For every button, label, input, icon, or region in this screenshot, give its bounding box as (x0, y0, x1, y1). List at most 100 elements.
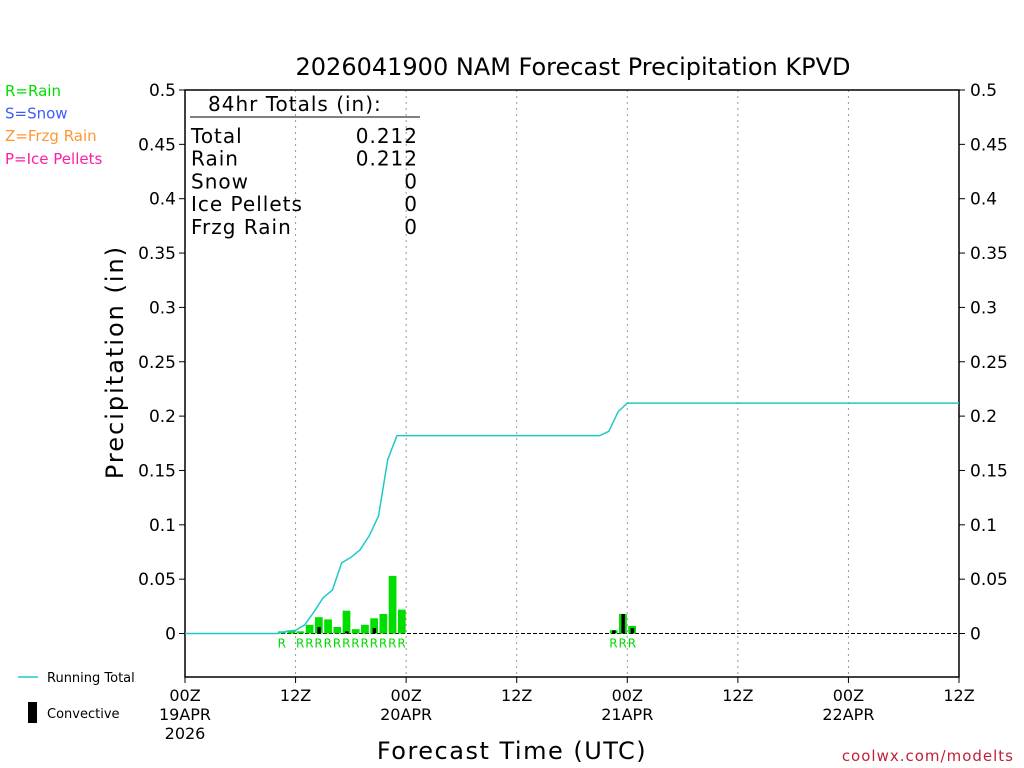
y-tick-label-right-6: 0.3 (970, 298, 997, 318)
precip-bar-5 (324, 619, 332, 634)
precip-type-legend: R=Rain S=Snow Z=Frzg Rain P=Ice Pellets (5, 82, 102, 168)
y-axis-left: 0 0.05 0.1 0.15 0.2 0.25 0.3 0.35 0.4 0.45 0.5 (138, 81, 185, 645)
series-legend: Running Total Convective (18, 671, 135, 723)
precip-bar-1 (287, 630, 296, 634)
totals-heading: 84hr Totals (in): (208, 92, 382, 116)
precip-type-label-13: R (609, 637, 617, 651)
convective-bar-15 (621, 613, 625, 634)
precip-bar-6 (333, 626, 342, 634)
x-tick-label-2: 00Z (390, 686, 421, 705)
x-tick-label-0: 00Z (169, 686, 200, 705)
precip-type-label-15: R (628, 637, 636, 651)
precip-type-label-1: R (296, 637, 304, 651)
y-tick-label-right-0: 0 (970, 625, 981, 645)
precip-bar-12 (388, 575, 397, 634)
y-tick-label-left-3: 0.15 (138, 461, 176, 481)
totals-value-1: 0.212 (356, 147, 418, 171)
precip-type-label-3: R (314, 637, 322, 651)
y-tick-label-right-1: 0.05 (970, 570, 1008, 590)
y-tick-label-right-7: 0.35 (970, 244, 1008, 264)
totals-label-4: Frzg Rain (191, 215, 292, 239)
precip-type-label-8: R (361, 637, 369, 651)
x-tick-label-1: 12Z (280, 686, 311, 705)
precip-type-label-7: R (351, 637, 359, 651)
x-axis-label: Forecast Time (UTC) (377, 737, 647, 765)
totals-value-2: 0 (404, 169, 418, 193)
type-legend-item-1: S=Snow (5, 105, 68, 123)
x-tick-date-2: 20APR (380, 705, 432, 724)
y-axis-label: Precipitation (in) (101, 245, 129, 479)
x-tick-label-3: 12Z (501, 686, 532, 705)
totals-label-1: Rain (191, 147, 239, 171)
chart-title: 2026041900 NAM Forecast Precipitation KP… (296, 53, 851, 81)
totals-label-3: Ice Pellets (191, 192, 303, 216)
y-tick-label-left-1: 0.05 (138, 570, 176, 590)
x-tick-label-7: 12Z (943, 686, 974, 705)
precip-bar-9 (361, 624, 369, 634)
totals-label-2: Snow (191, 169, 249, 193)
precip-bar-4 (315, 617, 323, 634)
precip-type-label-4: R (324, 637, 332, 651)
y-tick-label-left-5: 0.25 (138, 353, 176, 373)
precip-type-label-6: R (342, 637, 350, 651)
precip-type-label-12: R (397, 637, 405, 651)
y-tick-label-left-8: 0.4 (149, 190, 176, 210)
y-tick-label-right-8: 0.4 (970, 190, 997, 210)
credit-text: coolwx.com/modelts (842, 747, 1014, 765)
precip-bar-10 (370, 618, 378, 634)
type-legend-item-3: P=Ice Pellets (5, 150, 102, 168)
x-tick-label-6: 00Z (833, 686, 864, 705)
y-tick-label-right-10: 0.5 (970, 81, 997, 101)
x-tick-year-0: 2026 (165, 724, 206, 743)
plot-frame (184, 89, 960, 678)
type-legend-item-0: R=Rain (5, 82, 61, 100)
precip-type-label-14: R (619, 637, 627, 651)
precip-bar-11 (379, 613, 388, 634)
x-tick-date-4: 21APR (601, 705, 653, 724)
y-tick-label-right-4: 0.2 (970, 407, 997, 427)
precip-bar-8 (351, 629, 360, 634)
running-total-legend-label: Running Total (47, 671, 135, 686)
convective-bar-14 (612, 630, 616, 634)
x-tick-label-5: 12Z (722, 686, 753, 705)
x-tick-date-6: 22APR (822, 705, 874, 724)
convective-bars (317, 613, 635, 634)
convective-bar-7 (345, 631, 349, 634)
precip-type-label-11: R (388, 637, 396, 651)
y-tick-label-right-2: 0.1 (970, 516, 997, 536)
precip-bar-13 (397, 609, 406, 634)
convective-bar-10 (372, 628, 377, 634)
totals-value-0: 0.212 (356, 124, 418, 148)
y-tick-label-left-0: 0 (165, 625, 176, 645)
x-tick-label-4: 00Z (612, 686, 643, 705)
y-tick-label-right-5: 0.25 (970, 353, 1008, 373)
totals-box: 84hr Totals (in): Total 0.212 Rain 0.212 Sno… (190, 92, 420, 239)
y-tick-label-left-9: 0.45 (138, 135, 176, 155)
totals-value-3: 0 (404, 192, 418, 216)
type-legend-item-2: Z=Frzg Rain (5, 127, 97, 145)
x-tick-date-0: 19APR (159, 705, 211, 724)
y-tick-label-left-7: 0.35 (138, 244, 176, 264)
convective-bar-16 (630, 628, 635, 634)
precip-bars (278, 575, 636, 634)
y-tick-label-right-9: 0.45 (970, 135, 1008, 155)
convective-legend-label: Convective (47, 707, 120, 722)
y-axis-right: 0 0.05 0.1 0.15 0.2 0.25 0.3 0.35 0.4 0.45 0.5 (959, 81, 1008, 645)
running-total-line (185, 402, 959, 635)
convective-legend-swatch (28, 702, 37, 723)
convective-bar-4 (317, 626, 321, 634)
y-tick-label-right-3: 0.15 (970, 461, 1008, 481)
precip-type-label-9: R (370, 637, 378, 651)
totals-label-0: Total (190, 124, 243, 148)
y-tick-label-left-2: 0.1 (149, 516, 176, 536)
y-tick-label-left-4: 0.2 (149, 407, 176, 427)
precip-bar-3 (305, 624, 314, 634)
precip-bar-2 (296, 631, 305, 634)
precip-type-label-2: R (305, 637, 313, 651)
y-tick-label-left-6: 0.3 (149, 298, 176, 318)
y-tick-label-left-10: 0.5 (149, 81, 176, 101)
precip-type-label-10: R (379, 637, 387, 651)
